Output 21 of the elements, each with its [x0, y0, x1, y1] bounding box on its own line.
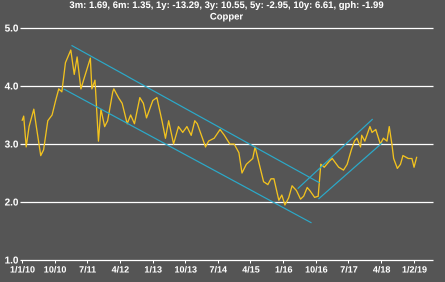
x-tick-label: 7/11	[79, 264, 96, 274]
x-tick-label: 10/13	[174, 264, 198, 274]
x-tick-label: 4/18	[372, 264, 390, 274]
x-tick-label: 1/16	[274, 264, 293, 274]
text: 3m: 1.69, 6m: 1.35, 1y: -13.29, 3y: 10.55, 5y: -2.95, 10y: 6.61, gph: -1.99	[69, 0, 384, 11]
y-tick-label: 5.0	[4, 24, 19, 34]
x-tick-label: 7/14	[210, 264, 228, 274]
x-tick-label: 4/12	[112, 264, 130, 274]
y-tick-label: 2.0	[4, 198, 19, 208]
x-tick-label: 10/16	[305, 264, 328, 274]
y-tick-label: 1.0	[4, 256, 19, 266]
x-tick-label: 1/1/10	[10, 264, 36, 274]
x-tick-label: 1/2/19	[402, 264, 428, 274]
line-series	[21, 49, 418, 206]
chart-title: Copper	[210, 12, 244, 22]
x-tick-label: 1/13	[144, 264, 162, 274]
x-tick-label: 4/15	[242, 264, 260, 274]
x-tick-label: 10/10	[44, 264, 66, 274]
x-tick-label: 7/17	[340, 264, 358, 274]
y-tick-label: 4.0	[4, 82, 19, 92]
y-tick-label: 3.0	[4, 140, 19, 150]
